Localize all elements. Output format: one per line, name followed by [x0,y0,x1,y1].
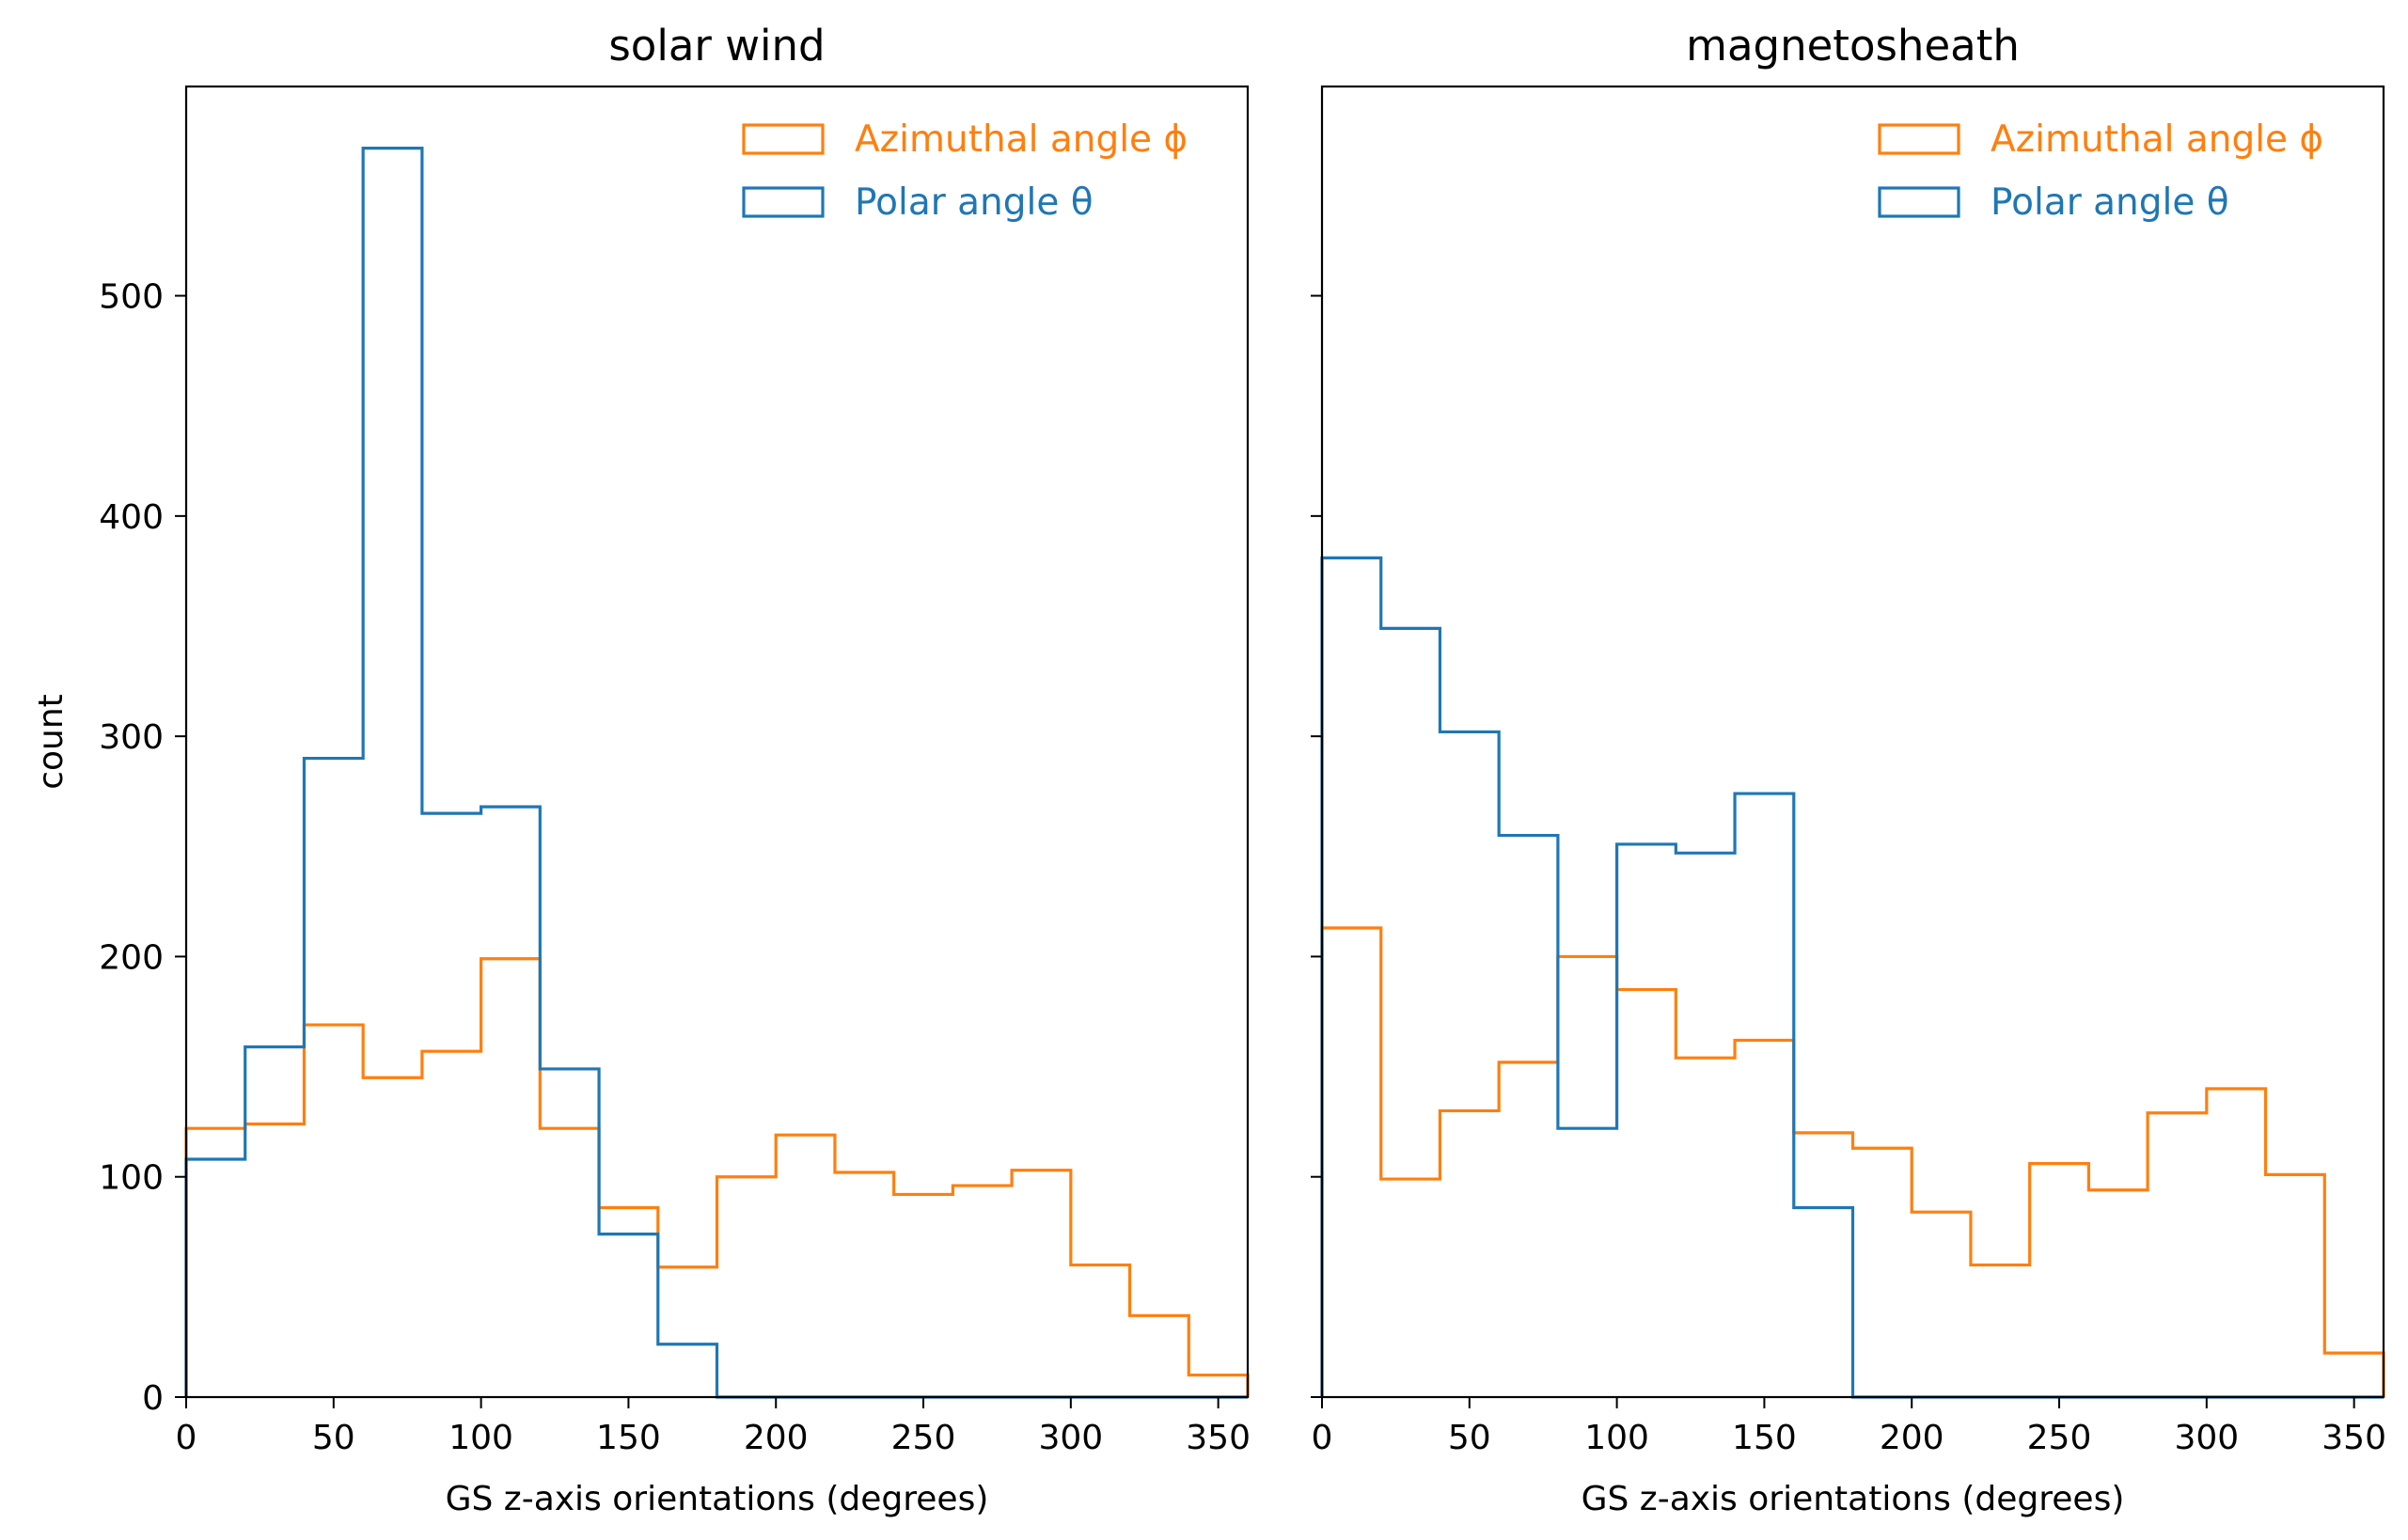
series-polar-step-line-2 [1320,556,2384,1399]
chart-title-2: magnetosheath [1686,21,2020,71]
legend-swatch-azimuthal [1878,123,1960,155]
x-tick-label: 100 [1584,1419,1649,1457]
y-tick-label: 100 [99,1159,164,1198]
series-azimuthal-step-line-1 [184,957,1250,1397]
legend-swatch-polar [742,186,825,218]
legend-swatch-azimuthal [742,123,825,155]
x-tick-label: 50 [1448,1419,1491,1457]
legend-label-azimuthal: Azimuthal angle ϕ [855,118,1188,161]
x-tick-label: 150 [596,1419,661,1457]
legend-label-polar: Polar angle θ [1991,181,2229,224]
x-tick-label: 250 [2027,1419,2092,1457]
legend-label-polar: Polar angle θ [855,181,1094,224]
x-tick-label: 50 [312,1419,355,1457]
chart-title-1: solar wind [608,21,825,71]
axes-frame-1 [184,85,1250,1399]
x-tick-label: 0 [1312,1419,1333,1457]
y-tick-label: 500 [99,278,164,317]
x-tick-label: 350 [2321,1419,2386,1457]
x-tick-label: 150 [1732,1419,1797,1457]
x-tick-label: 200 [744,1419,809,1457]
x-tick-label: 0 [176,1419,197,1457]
x-tick-label: 100 [449,1419,513,1457]
x-tick-label: 300 [1038,1419,1103,1457]
y-tick-label: 300 [99,718,164,757]
y-tick-label: 0 [142,1379,164,1418]
axes-frame-2 [1320,85,2385,1399]
y-tick-label: 200 [99,938,164,977]
legend-label-azimuthal: Azimuthal angle ϕ [1991,118,2323,161]
x-axis-label-2: GS z-axis orientations (degrees) [1582,1480,2125,1518]
series-azimuthal-step-line-2 [1320,926,2385,1397]
x-tick-label: 200 [1880,1419,1944,1457]
legend-swatch-polar [1878,186,1960,218]
x-tick-label: 300 [2174,1419,2239,1457]
x-tick-label: 350 [1186,1419,1251,1457]
x-tick-label: 250 [891,1419,956,1457]
x-axis-label-1: GS z-axis orientations (degrees) [446,1480,989,1518]
y-tick-label: 400 [99,498,164,537]
y-axis-label: count [32,694,71,790]
